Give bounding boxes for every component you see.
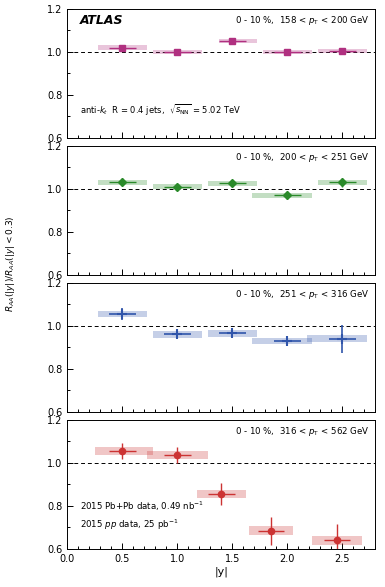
- Bar: [208, 330, 256, 336]
- Text: anti-$k_t$  R = 0.4 jets,  $\sqrt{s_{\mathrm{NN}}}$ = 5.02 TeV: anti-$k_t$ R = 0.4 jets, $\sqrt{s_{\math…: [80, 102, 241, 117]
- X-axis label: |y|: |y|: [214, 566, 228, 577]
- Bar: [208, 181, 256, 186]
- Bar: [252, 193, 311, 198]
- Bar: [307, 335, 367, 342]
- Bar: [249, 526, 293, 535]
- Text: 0 - 10 %,  251 < $p_{\mathrm{T}}$ < 316 GeV: 0 - 10 %, 251 < $p_{\mathrm{T}}$ < 316 G…: [235, 288, 369, 301]
- Text: 0 - 10 %,  200 < $p_{\mathrm{T}}$ < 251 GeV: 0 - 10 %, 200 < $p_{\mathrm{T}}$ < 251 G…: [235, 151, 369, 164]
- Bar: [153, 184, 202, 189]
- Bar: [98, 311, 147, 317]
- Bar: [153, 50, 202, 54]
- Text: 0 - 10 %,  316 < $p_{\mathrm{T}}$ < 562 GeV: 0 - 10 %, 316 < $p_{\mathrm{T}}$ < 562 G…: [235, 425, 369, 438]
- Bar: [318, 49, 367, 53]
- Text: ATLAS: ATLAS: [80, 14, 123, 27]
- Text: 0 - 10 %,  158 < $p_{\mathrm{T}}$ < 200 GeV: 0 - 10 %, 158 < $p_{\mathrm{T}}$ < 200 G…: [235, 14, 369, 27]
- Text: 2015 $pp$ data, 25 pb$^{-1}$: 2015 $pp$ data, 25 pb$^{-1}$: [80, 518, 178, 532]
- Bar: [263, 50, 311, 54]
- Bar: [318, 180, 367, 185]
- Bar: [153, 331, 202, 338]
- Bar: [147, 451, 208, 460]
- Text: $R_{AA}(|y|)/R_{AA}(|y|<0.3)$: $R_{AA}(|y|)/R_{AA}(|y|<0.3)$: [4, 216, 17, 312]
- Bar: [98, 45, 147, 50]
- Bar: [197, 490, 246, 498]
- Bar: [98, 180, 147, 185]
- Bar: [95, 447, 153, 455]
- Bar: [252, 338, 311, 344]
- Text: 2015 Pb+Pb data, 0.49 nb$^{-1}$: 2015 Pb+Pb data, 0.49 nb$^{-1}$: [80, 500, 204, 513]
- Bar: [311, 536, 362, 545]
- Bar: [219, 39, 256, 43]
